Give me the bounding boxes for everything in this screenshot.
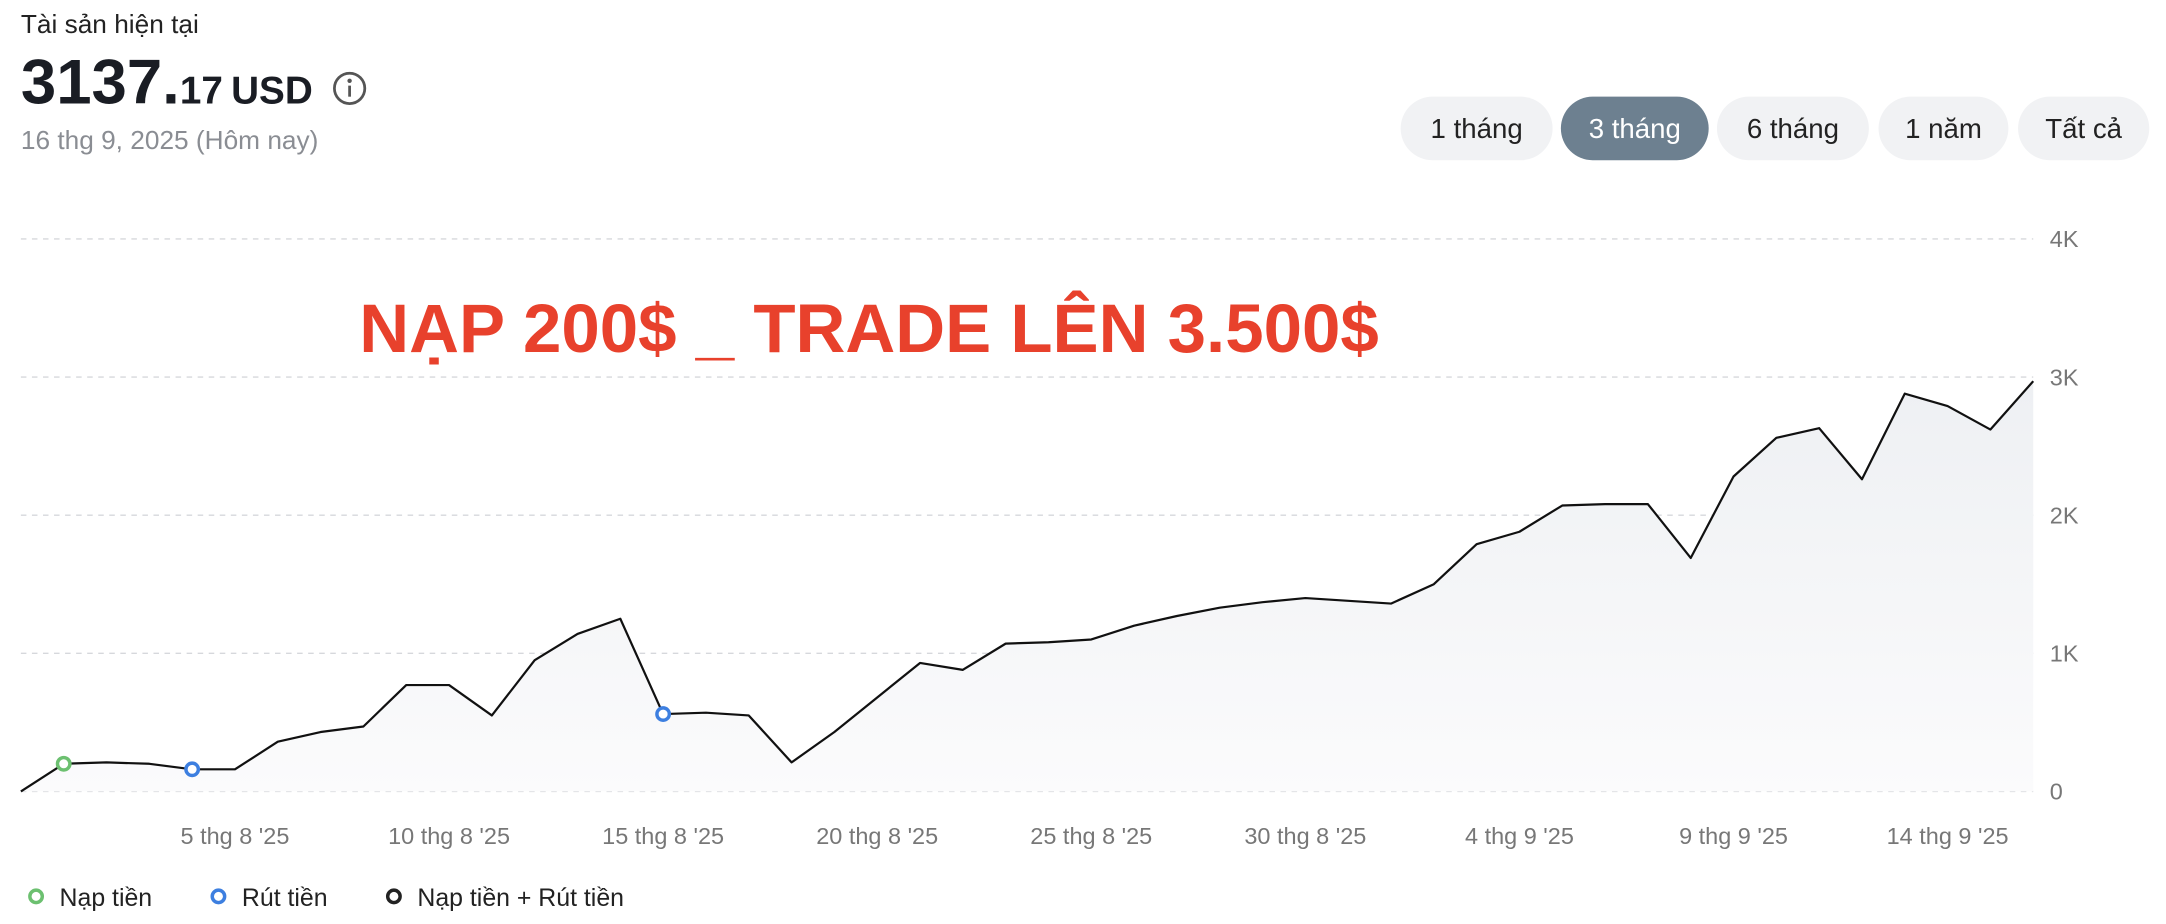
x-tick-label: 9 thg 9 '25 xyxy=(1679,823,1788,849)
x-tick-label: 5 thg 8 '25 xyxy=(181,823,290,849)
range-button[interactable]: 1 tháng xyxy=(1400,96,1553,161)
x-tick-label: 14 thg 9 '25 xyxy=(1887,823,2009,849)
line xyxy=(20,380,2035,793)
area xyxy=(20,381,2034,792)
range-button[interactable]: 6 tháng xyxy=(1716,96,1869,161)
event-marker[interactable] xyxy=(55,755,72,772)
balance-dec: 17 xyxy=(180,70,223,113)
range-button[interactable]: 1 năm xyxy=(1878,96,2009,161)
y-tick-label: 1K xyxy=(2050,641,2079,667)
header-label: Tài sản hiện tại xyxy=(21,9,199,39)
header-date: 16 thg 9, 2025 (Hôm nay) xyxy=(21,125,319,155)
range-button-bg[interactable] xyxy=(1560,96,1709,161)
y-tick-label: 3K xyxy=(2050,364,2079,390)
chart: 0 1K 2K 3K 4K 5 thg 8 '25 10 thg 8 '25 15 thg 8… xyxy=(20,226,2079,912)
range-button-bg[interactable] xyxy=(2018,96,2150,161)
currency: USD xyxy=(231,70,313,113)
range-button-bg[interactable] xyxy=(1878,96,2009,161)
x-tick-label: 4 thg 9 '25 xyxy=(1465,823,1574,849)
legend-marker xyxy=(28,888,45,905)
event-marker[interactable] xyxy=(184,761,201,778)
event-marker[interactable] xyxy=(655,706,672,723)
y-tick-label: 2K xyxy=(2050,502,2079,528)
y-tick-label: 4K xyxy=(2050,226,2079,252)
balance: 3137.17 USD xyxy=(21,47,313,118)
range-button[interactable]: 3 tháng xyxy=(1560,96,1709,161)
range-buttons: 1 tháng 3 tháng 6 tháng 1 năm Tất cả xyxy=(1400,96,2150,161)
x-tick-label: 30 thg 8 '25 xyxy=(1244,823,1366,849)
x-tick-label: 10 thg 8 '25 xyxy=(388,823,510,849)
y-tick-label: 0 xyxy=(2050,779,2063,805)
range-button-label[interactable]: 3 tháng xyxy=(1589,113,1681,144)
x-tick-label: 25 thg 8 '25 xyxy=(1030,823,1152,849)
range-button-label[interactable]: Tất cả xyxy=(2045,113,2122,144)
range-button-bg[interactable] xyxy=(1400,96,1553,161)
info-icon[interactable] xyxy=(333,71,367,105)
legend-label: Nạp tiền xyxy=(60,884,153,912)
x-tick-label: 15 thg 8 '25 xyxy=(602,823,724,849)
range-button-bg[interactable] xyxy=(1716,96,1869,161)
annotation: NẠP 200$ _ TRADE LÊN 3.500$ xyxy=(359,289,1379,367)
range-button[interactable]: Tất cả xyxy=(2018,96,2150,161)
legend-label: Rút tiền xyxy=(242,884,328,912)
legend-label: Nạp tiền + Rút tiền xyxy=(417,884,624,912)
range-button-label[interactable]: 6 tháng xyxy=(1747,113,1839,144)
legend-marker xyxy=(385,888,402,905)
x-tick-label: 20 thg 8 '25 xyxy=(816,823,938,849)
range-button-label[interactable]: 1 năm xyxy=(1905,113,1982,144)
legend-marker xyxy=(210,888,227,905)
range-button-label[interactable]: 1 tháng xyxy=(1431,113,1523,144)
balance-int: 3137. xyxy=(21,47,180,118)
